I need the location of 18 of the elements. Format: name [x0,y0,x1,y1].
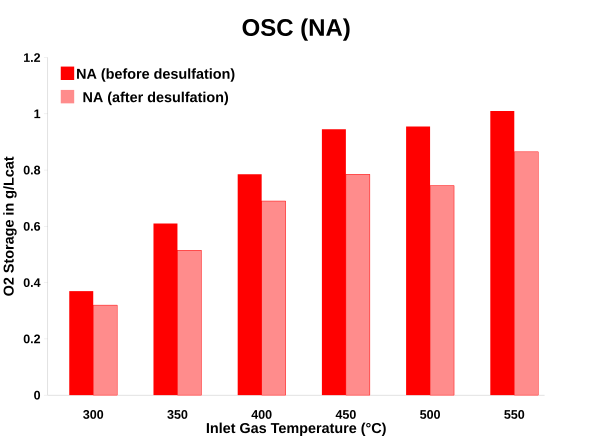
x-tick-label: 400 [251,410,272,419]
y-tick-label: 0.4 [24,278,40,288]
y-tick-label: 0.8 [24,166,40,174]
x-tick-label: 550 [504,410,524,419]
y-tick-label: 1.2 [24,53,40,62]
y-tick-label: 0.6 [24,222,40,231]
chart-title: OSC (NA) [242,18,350,41]
y-axis-title: O2 Storage in g/Lcat [3,156,17,296]
x-tick-label: 500 [420,410,440,419]
y-tick-label: 1 [34,110,40,118]
legend-label: NA (before desulfation) [77,68,234,82]
x-tick-label: 350 [167,410,188,419]
x-tick-label: 300 [83,410,104,419]
x-tick-label: 450 [336,410,356,419]
legend-label: NA (after desulfation) [83,92,228,106]
x-axis-title: Inlet Gas Temperature (°C) [206,422,386,436]
y-tick-label: 0.2 [24,334,40,344]
y-tick-label: 0 [34,390,40,400]
